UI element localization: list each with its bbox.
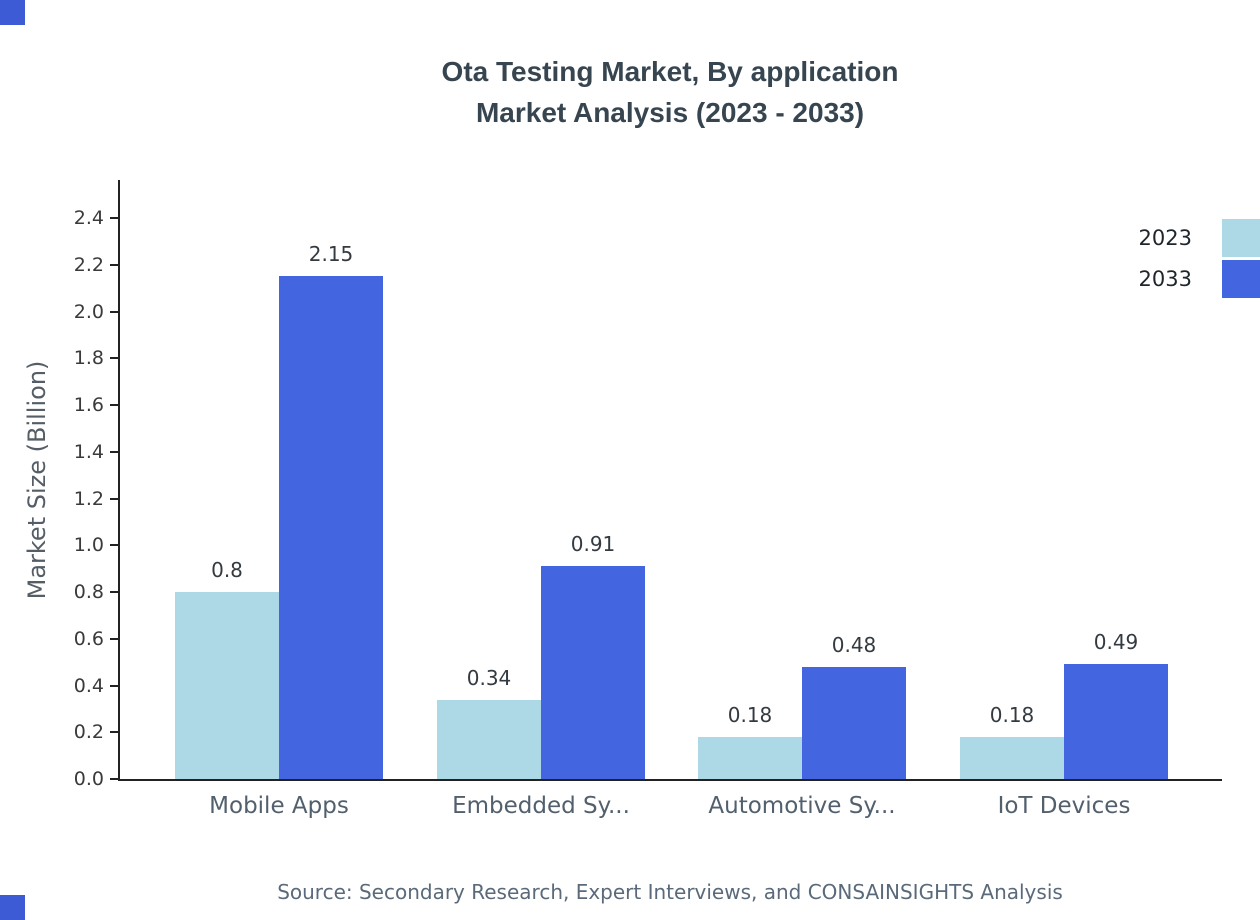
bar-value-label: 0.48	[831, 632, 877, 657]
y-tick-mark	[110, 544, 118, 547]
y-tick-label: 0.4	[73, 674, 104, 697]
chart-title: Ota Testing Market, By application Marke…	[80, 52, 1260, 133]
chart-title-line2: Market Analysis (2023 - 2033)	[475, 96, 865, 128]
legend-item-2023: 2023	[1139, 218, 1260, 258]
legend-item-2033: 2033	[1139, 259, 1260, 299]
y-tick-label: 2.0	[73, 300, 104, 323]
legend-label: 2023	[1138, 226, 1192, 250]
y-tick-mark	[110, 310, 118, 313]
y-tick-mark	[110, 497, 118, 500]
x-category-label-embedded-sy: Embedded Sy...	[452, 793, 630, 819]
legend-swatch	[1222, 260, 1260, 298]
y-tick-label: 0.6	[73, 627, 104, 650]
bar-value-label: 0.49	[1093, 630, 1139, 655]
bar-2023-iot-devices	[960, 736, 1064, 779]
y-tick-mark	[110, 684, 118, 687]
y-tick-label: 2.4	[73, 207, 104, 229]
x-category-label-mobile-apps: Mobile Apps	[209, 793, 349, 819]
y-tick-label: 0.0	[73, 768, 104, 790]
y-tick-mark	[110, 637, 118, 640]
corner-accent-top-left	[0, 0, 25, 25]
y-tick-mark	[110, 357, 118, 360]
y-tick-mark	[110, 217, 118, 219]
y-tick-label: 0.2	[73, 721, 104, 744]
y-tick-label: 1.6	[73, 394, 104, 416]
y-tick-mark	[110, 450, 118, 453]
y-tick-label: 1.4	[73, 440, 104, 463]
y-tick-label: 2.2	[73, 253, 104, 276]
y-tick-mark	[110, 778, 118, 780]
bar-value-label: 0.34	[466, 665, 512, 690]
x-category-label-iot-devices: IoT Devices	[997, 793, 1131, 819]
y-tick-mark	[110, 263, 118, 266]
plot-area: 0.0 0.2 0.4 0.6 0.8 1.0 1.2 1.4 1.6 1.8 2.0 2.2 2.4 0…	[74, 180, 1222, 819]
y-tick-mark	[110, 404, 118, 406]
bar-2033-mobile-apps	[279, 276, 383, 779]
bar-2023-automotive-sy	[698, 736, 802, 779]
y-tick-label: 0.8	[73, 581, 104, 603]
y-tick-mark	[110, 731, 118, 734]
legend-swatch	[1222, 219, 1260, 257]
bar-2033-embedded-sy	[541, 566, 645, 779]
legend-label: 2033	[1138, 267, 1192, 291]
bar-value-label: 0.18	[989, 702, 1035, 727]
bar-2033-iot-devices	[1064, 664, 1168, 779]
legend: 2023 2033	[1139, 218, 1260, 299]
source-note: Source: Secondary Research, Expert Inter…	[277, 880, 1063, 904]
bar-value-label: 0.18	[727, 702, 773, 727]
bar-value-label: 2.15	[308, 242, 354, 267]
bar-2023-embedded-sy	[437, 699, 541, 779]
bar-value-label: 0.8	[211, 558, 243, 582]
bar-value-label: 0.91	[570, 532, 616, 557]
corner-accent-bottom-left	[0, 895, 25, 920]
y-tick-label: 1.2	[73, 487, 104, 510]
chart-title-line1: Ota Testing Market, By application	[441, 56, 899, 87]
y-tick-mark	[110, 591, 118, 593]
y-tick-label: 1.0	[73, 534, 104, 557]
x-category-label-automotive-sy: Automotive Sy...	[708, 793, 896, 819]
bar-2023-mobile-apps	[175, 592, 279, 779]
y-tick-label: 1.8	[73, 347, 104, 370]
bar-2033-automotive-sy	[802, 666, 906, 779]
